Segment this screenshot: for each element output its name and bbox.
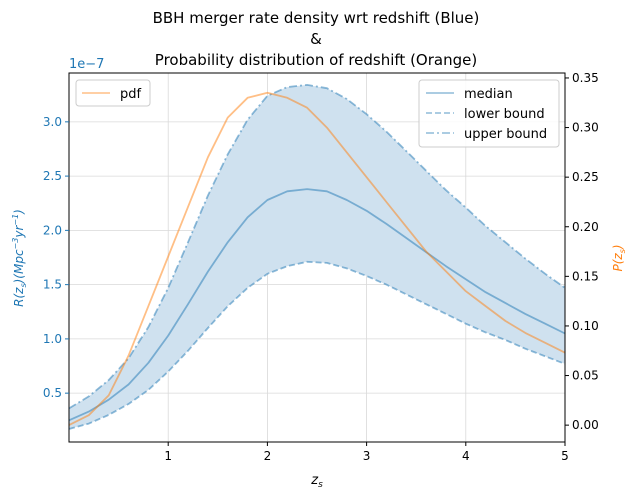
- y-left-tick-label-3: 2.0: [43, 223, 62, 237]
- series-lower-bound: [68, 260, 566, 430]
- y-right-tick-label-2: 0.10: [572, 319, 599, 333]
- y-right-tick-label-1: 0.05: [572, 369, 599, 383]
- y-left-tick-label-1: 1.0: [43, 332, 62, 346]
- legend-pdf-frame: [75, 79, 151, 107]
- y-right-tick-label-5: 0.25: [572, 170, 599, 184]
- x-tick-label-4: 5: [561, 449, 569, 463]
- left-y-axis: 0.5 1.0 1.5 2.0 2.5 3.0: [43, 115, 69, 400]
- legend-upper-bound-label: upper bound: [464, 127, 547, 142]
- y-left-tick-label-5: 3.0: [43, 115, 62, 129]
- chart-title: BBH merger rate density wrt redshift (Bl…: [153, 9, 480, 69]
- x-tick-label-2: 3: [363, 449, 371, 463]
- y-right-tick-label-6: 0.30: [572, 121, 599, 135]
- confidence-band: [69, 84, 565, 430]
- y-right-tick-label-3: 0.15: [572, 269, 599, 283]
- series-layer: [68, 84, 566, 430]
- right-y-axis: 0.00 0.05 0.10 0.15 0.20 0.25 0.30 0.35: [565, 71, 599, 432]
- left-y-axis-label: R(zs)(Mpc−3yr−1): [11, 209, 28, 307]
- y-left-tick-label-0: 0.5: [43, 386, 62, 400]
- legend-lower-bound-label: lower bound: [464, 107, 545, 122]
- y-right-tick-label-0: 0.00: [572, 418, 599, 432]
- chart-title-line-1: BBH merger rate density wrt redshift (Bl…: [153, 9, 480, 27]
- series-pdf: [68, 91, 566, 426]
- x-tick-label-0: 1: [164, 449, 172, 463]
- right-y-axis-label: P(zs): [611, 244, 627, 271]
- band-layer: [69, 84, 565, 430]
- y-right-tick-label-4: 0.20: [572, 220, 599, 234]
- legend-median-label: median: [464, 87, 513, 102]
- legend-rate: median lower bound upper bound: [418, 79, 560, 148]
- left-axis-offset: 1e−7: [69, 57, 104, 72]
- y-left-tick-label-4: 2.5: [43, 169, 62, 183]
- y-left-tick-label-2: 1.5: [43, 278, 62, 292]
- plot-frame: [68, 72, 566, 443]
- x-axis: 1 2 3 4 5: [164, 442, 569, 463]
- series-upper-bound: [68, 84, 566, 410]
- x-tick-label-3: 4: [462, 449, 470, 463]
- y-right-tick-label-7: 0.35: [572, 71, 599, 85]
- x-axis-label: zs: [310, 473, 323, 490]
- chart-title-line-2: &: [310, 30, 322, 48]
- legend-pdf-label: pdf: [120, 87, 142, 102]
- series-median: [68, 188, 566, 422]
- legend-pdf: pdf: [75, 79, 151, 107]
- x-tick-label-1: 2: [264, 449, 272, 463]
- legend-rate-frame: [418, 79, 560, 148]
- chart-title-line-3: Probability distribution of redshift (Or…: [155, 51, 477, 69]
